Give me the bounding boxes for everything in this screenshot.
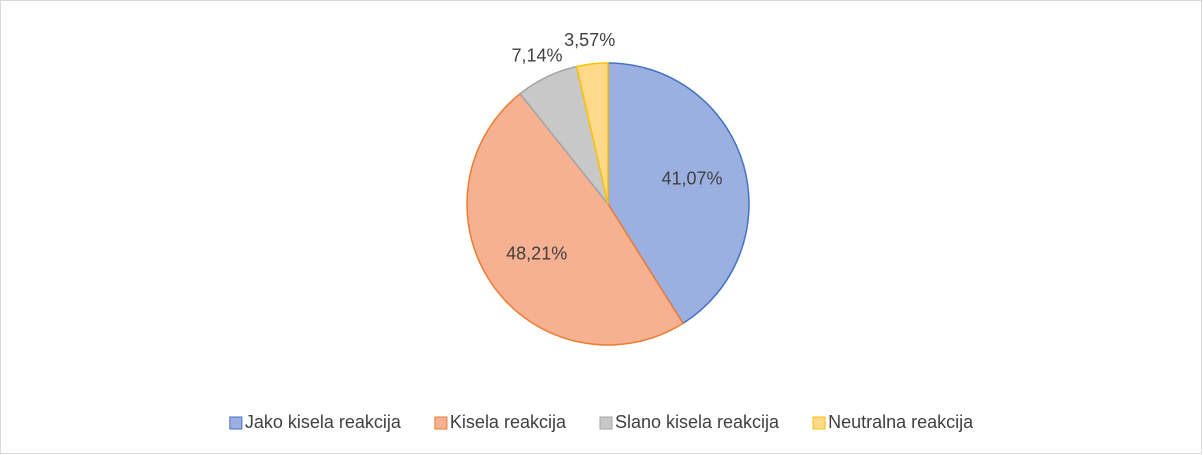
legend-label: Slano kisela reakcija	[615, 412, 780, 432]
pie-slice	[466, 92, 685, 346]
legend-swatch	[812, 416, 826, 430]
legend-swatch	[229, 416, 243, 430]
legend: Jako kisela reakcija Kisela reakcija Slano…	[229, 412, 974, 432]
data-label: 7,14%	[512, 45, 563, 65]
legend-label: Neutralna reakcija	[828, 412, 974, 432]
pie-slice	[575, 62, 609, 205]
legend-label: Jako kisela reakcija	[245, 412, 402, 432]
legend-label: Kisela reakcija	[450, 412, 567, 432]
legend-swatch	[434, 416, 448, 430]
data-label: 48,21%	[506, 243, 567, 263]
data-label: 3,57%	[564, 30, 615, 50]
pie-slice	[607, 62, 750, 325]
data-label: 41,07%	[661, 169, 722, 189]
legend-swatch	[599, 416, 613, 430]
